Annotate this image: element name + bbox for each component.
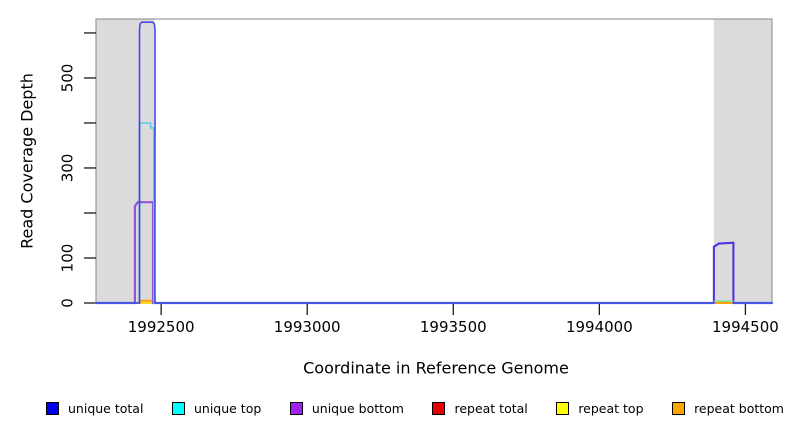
legend-item-repeat-top: repeat top: [556, 400, 644, 416]
y-tick-label: 300: [59, 154, 77, 183]
legend: unique total unique top unique bottom repea…: [46, 399, 784, 417]
legend-swatch: [672, 401, 686, 415]
x-tick-label: 1992500: [128, 318, 195, 336]
legend-item-repeat-bottom: repeat bottom: [672, 401, 784, 416]
legend-swatch: [171, 401, 185, 415]
series-unique-top: [95, 122, 773, 304]
x-tick-label: 1993000: [274, 318, 341, 336]
legend-swatch: [289, 401, 303, 415]
y-tick-label: 500: [59, 64, 77, 93]
x-axis-title: Coordinate in Reference Genome: [303, 358, 569, 378]
legend-item-unique-total: unique total: [46, 401, 143, 416]
y-tick-label: 0: [59, 298, 77, 308]
x-tick-label: 1994000: [566, 318, 633, 336]
legend-swatch: [432, 401, 446, 415]
y-axis-title: Read Coverage Depth: [17, 73, 37, 249]
legend-label: unique total: [68, 400, 144, 416]
legend-item-unique-bottom: unique bottom: [289, 400, 404, 416]
y-tick-label: 100: [59, 244, 77, 273]
x-tick-label: 1993500: [420, 318, 487, 336]
series-unique-total: [95, 21, 773, 304]
legend-label: repeat top: [578, 400, 644, 416]
repeat-region-right: [713, 19, 772, 303]
legend-label: unique top: [193, 400, 262, 416]
legend-swatch: [556, 401, 570, 415]
plot-frame: [95, 18, 773, 304]
legend-label: unique bottom: [311, 400, 404, 416]
legend-label: repeat total: [454, 400, 528, 416]
legend-label: repeat bottom: [694, 400, 784, 416]
repeat-region-left: [96, 19, 155, 303]
x-tick-label: 1994500: [712, 318, 779, 336]
series-unique-bottom: [94, 201, 774, 305]
legend-item-unique-top: unique top: [171, 400, 262, 416]
legend-item-repeat-total: repeat total: [432, 400, 528, 416]
legend-swatch: [46, 401, 59, 415]
